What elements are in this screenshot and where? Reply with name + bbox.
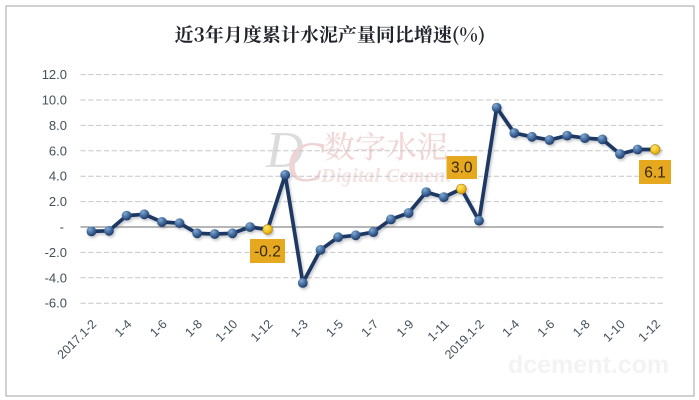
svg-text:-2.0: -2.0 xyxy=(45,245,67,260)
svg-text:C: C xyxy=(286,131,325,194)
svg-text:12.0: 12.0 xyxy=(42,67,67,82)
svg-text:6.0: 6.0 xyxy=(49,143,67,158)
svg-text:8.0: 8.0 xyxy=(49,118,67,133)
svg-text:-: - xyxy=(60,220,64,235)
svg-text:10.0: 10.0 xyxy=(42,93,67,108)
svg-text:-4.0: -4.0 xyxy=(45,270,67,285)
svg-text:-0.2: -0.2 xyxy=(254,244,281,261)
svg-text:6.1: 6.1 xyxy=(644,165,666,182)
svg-text:2.0: 2.0 xyxy=(49,194,67,209)
svg-text:dcement.com: dcement.com xyxy=(508,351,669,379)
svg-text:-6.0: -6.0 xyxy=(45,296,67,311)
svg-text:3.0: 3.0 xyxy=(451,160,473,177)
svg-text:4.0: 4.0 xyxy=(49,169,67,184)
